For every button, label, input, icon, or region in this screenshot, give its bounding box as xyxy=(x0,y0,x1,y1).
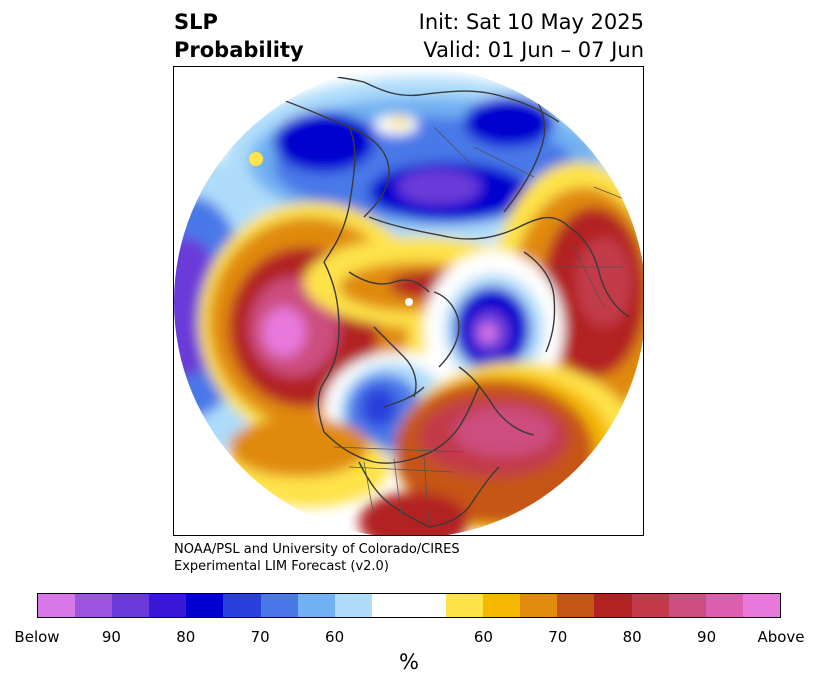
credit-line-1: NOAA/PSL and University of Colorado/CIRE… xyxy=(174,542,460,557)
colorbar-segment-above-2 xyxy=(520,594,558,617)
colorbar-segment-below-3 xyxy=(149,594,187,617)
colorbar-tick-label: 70 xyxy=(250,628,270,646)
colorbar-unit: % xyxy=(399,650,419,674)
title-left: SLP Probability xyxy=(174,8,304,64)
map-panel xyxy=(173,66,644,536)
shade-magenta-c xyxy=(262,307,306,357)
colorbar-tick-label: Below xyxy=(14,628,60,646)
colorbar-segment-above-6 xyxy=(668,594,706,617)
colorbar-segment-above-7 xyxy=(705,594,743,617)
probability-map xyxy=(174,67,643,535)
colorbar-segment-above-8 xyxy=(742,594,780,617)
init-date: Init: Sat 10 May 2025 xyxy=(418,10,644,34)
colorbar-tick-label: 90 xyxy=(697,628,717,646)
colorbar-segment-below-1 xyxy=(75,594,113,617)
shade-red-s xyxy=(359,492,469,535)
colorbar-segment-above-5 xyxy=(631,594,669,617)
colorbar-tick-label: 70 xyxy=(548,628,568,646)
colorbar-segment-above-1 xyxy=(483,594,521,617)
pole-marker xyxy=(405,298,413,306)
credit: NOAA/PSL and University of Colorado/CIRE… xyxy=(174,541,460,575)
colorbar-segment-below-7 xyxy=(297,594,335,617)
colorbar-tick-label: 60 xyxy=(473,628,493,646)
credit-line-2: Experimental LIM Forecast (v2.0) xyxy=(174,559,389,574)
borders xyxy=(333,126,643,526)
colorbar-segment-below-4 xyxy=(186,594,224,617)
colorbar-segment-above-4 xyxy=(594,594,632,617)
title-right: Init: Sat 10 May 2025 Valid: 01 Jun – 07… xyxy=(419,8,644,64)
valid-dates: Valid: 01 Jun – 07 Jun xyxy=(423,38,644,62)
shade-blue-80-k xyxy=(361,387,397,427)
shade-blue-85 xyxy=(274,112,374,172)
shade-orange-sw xyxy=(229,417,369,477)
shade-blue-85c xyxy=(464,97,554,147)
colorbar-segment-below-5 xyxy=(223,594,261,617)
colorbar-segment-below-2 xyxy=(112,594,150,617)
colorbar-tick-label: 60 xyxy=(325,628,345,646)
shade-below-g xyxy=(479,323,497,343)
title-type: Probability xyxy=(174,38,304,62)
colorbar-tick-label: 80 xyxy=(176,628,196,646)
colorbar-tick-label: 80 xyxy=(622,628,642,646)
shade-yellow-small xyxy=(249,152,263,166)
colorbar-segment-below-8 xyxy=(334,594,372,617)
colorbar-tick-label: Above xyxy=(757,628,805,646)
colorbar-segment-below-6 xyxy=(260,594,298,617)
colorbar-tick-label: 90 xyxy=(101,628,121,646)
colorbar-segment-below-0 xyxy=(38,594,76,617)
colorbar-segment-above-0 xyxy=(446,594,484,617)
colorbar-segment-above-3 xyxy=(557,594,595,617)
colorbar-segment-neutral xyxy=(371,594,447,617)
shade-crimson-e xyxy=(576,237,632,327)
shade-pink-us xyxy=(454,407,554,457)
shade-yellow-n xyxy=(389,117,409,127)
colorbar xyxy=(37,593,781,618)
title-variable: SLP xyxy=(174,10,218,34)
probability-field xyxy=(174,67,643,535)
shade-blue-95 xyxy=(397,169,481,205)
